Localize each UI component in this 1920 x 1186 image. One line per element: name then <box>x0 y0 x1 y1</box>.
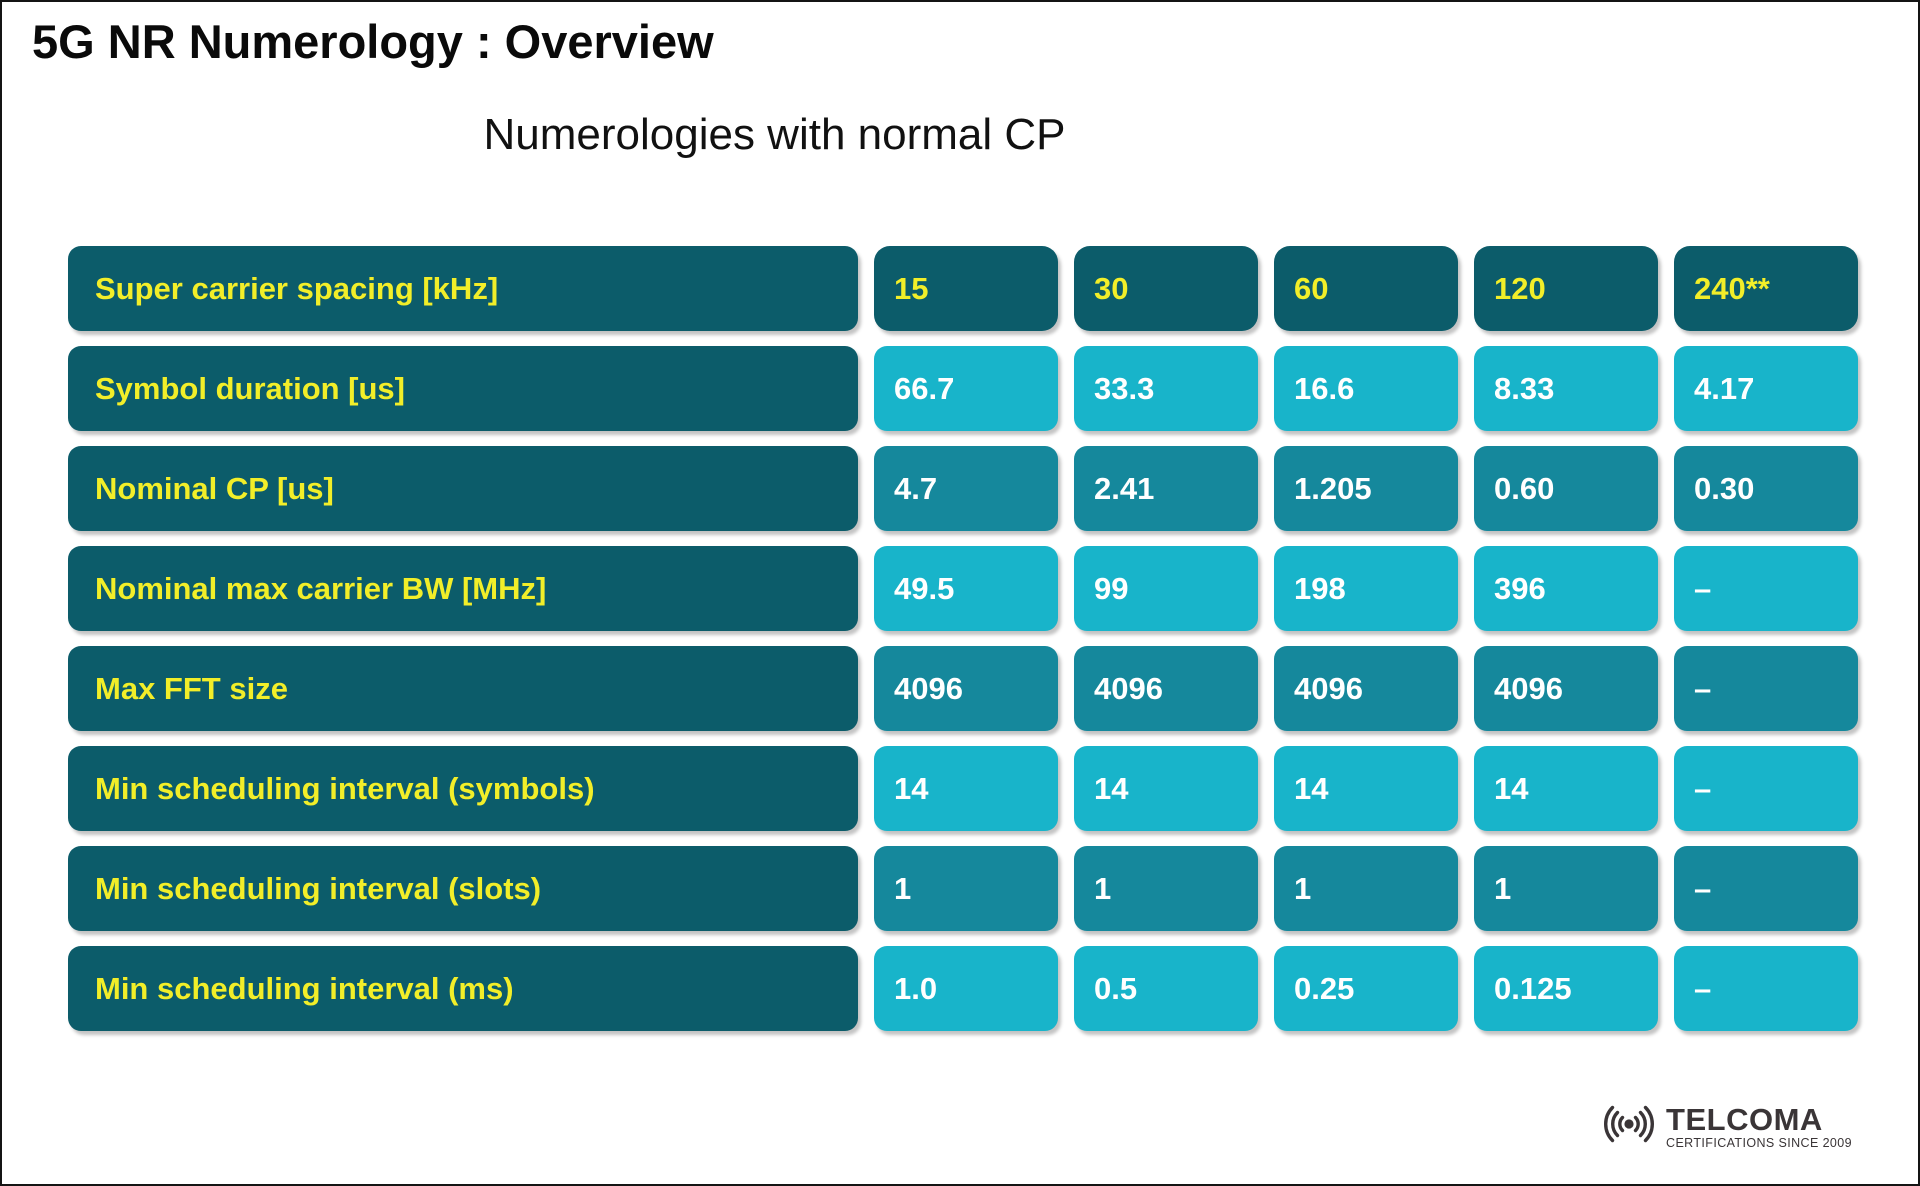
row-label: Nominal max carrier BW [MHz] <box>68 546 858 631</box>
table-row-min-sched-slots: Min scheduling interval (slots) 1 1 1 1 … <box>68 846 1858 931</box>
cell-value: 99 <box>1074 546 1258 631</box>
table-row-symbol-duration: Symbol duration [us] 66.7 33.3 16.6 8.33… <box>68 346 1858 431</box>
cell-value: 14 <box>1474 746 1658 831</box>
page-title: 5G NR Numerology : Overview <box>32 15 714 68</box>
table-row-min-sched-ms: Min scheduling interval (ms) 1.0 0.5 0.2… <box>68 946 1858 1031</box>
cell-value: 0.25 <box>1274 946 1458 1031</box>
cell-value: 4096 <box>874 646 1058 731</box>
row-label: Min scheduling interval (symbols) <box>68 746 858 831</box>
telcoma-logo: TELCOMA CERTIFICATIONS SINCE 2009 <box>1598 1095 1852 1158</box>
cell-value: 1.205 <box>1274 446 1458 531</box>
cell-value: – <box>1674 646 1858 731</box>
cell-value: 33.3 <box>1074 346 1258 431</box>
row-label: Min scheduling interval (ms) <box>68 946 858 1031</box>
cell-value: 4096 <box>1474 646 1658 731</box>
cell-value: 396 <box>1474 546 1658 631</box>
cell-value: 16.6 <box>1274 346 1458 431</box>
cell-value: 4.17 <box>1674 346 1858 431</box>
cell-value: 1 <box>874 846 1058 931</box>
header-value-60: 60 <box>1274 246 1458 331</box>
row-label: Symbol duration [us] <box>68 346 858 431</box>
cell-value: 1 <box>1474 846 1658 931</box>
cell-value: – <box>1674 846 1858 931</box>
broadcast-waves-icon <box>1598 1095 1660 1158</box>
cell-value: 2.41 <box>1074 446 1258 531</box>
cell-value: 0.125 <box>1474 946 1658 1031</box>
logo-brand-name: TELCOMA <box>1666 1101 1823 1137</box>
cell-value: 14 <box>874 746 1058 831</box>
cell-value: 1 <box>1074 846 1258 931</box>
table-subtitle: Numerologies with normal CP <box>483 110 1066 159</box>
table-row-nominal-max-carrier-bw: Nominal max carrier BW [MHz] 49.5 99 198… <box>68 546 1858 631</box>
cell-value: 0.5 <box>1074 946 1258 1031</box>
table-row-nominal-cp: Nominal CP [us] 4.7 2.41 1.205 0.60 0.30 <box>68 446 1858 531</box>
cell-value: 1.0 <box>874 946 1058 1031</box>
header-value-30: 30 <box>1074 246 1258 331</box>
table-row-header: Super carrier spacing [kHz] 15 30 60 120… <box>68 246 1858 331</box>
cell-value: 0.30 <box>1674 446 1858 531</box>
cell-value: 1 <box>1274 846 1458 931</box>
cell-value: 14 <box>1274 746 1458 831</box>
cell-value: 8.33 <box>1474 346 1658 431</box>
cell-value: 66.7 <box>874 346 1058 431</box>
row-label: Nominal CP [us] <box>68 446 858 531</box>
cell-value: 198 <box>1274 546 1458 631</box>
table-row-min-sched-symbols: Min scheduling interval (symbols) 14 14 … <box>68 746 1858 831</box>
header-value-240: 240** <box>1674 246 1858 331</box>
cell-value: – <box>1674 746 1858 831</box>
cell-value: 4096 <box>1274 646 1458 731</box>
row-label: Max FFT size <box>68 646 858 731</box>
cell-value: 14 <box>1074 746 1258 831</box>
header-value-15: 15 <box>874 246 1058 331</box>
header-value-120: 120 <box>1474 246 1658 331</box>
cell-value: 4.7 <box>874 446 1058 531</box>
cell-value: 0.60 <box>1474 446 1658 531</box>
logo-text: TELCOMA CERTIFICATIONS SINCE 2009 <box>1666 1104 1852 1150</box>
cell-value: 49.5 <box>874 546 1058 631</box>
row-label: Min scheduling interval (slots) <box>68 846 858 931</box>
cell-value: – <box>1674 946 1858 1031</box>
cell-value: 4096 <box>1074 646 1258 731</box>
logo-tagline: CERTIFICATIONS SINCE 2009 <box>1666 1135 1852 1150</box>
cell-value: – <box>1674 546 1858 631</box>
numerology-table: Super carrier spacing [kHz] 15 30 60 120… <box>68 246 1858 1046</box>
table-row-max-fft-size: Max FFT size 4096 4096 4096 4096 – <box>68 646 1858 731</box>
row-label-super-carrier-spacing: Super carrier spacing [kHz] <box>68 246 858 331</box>
